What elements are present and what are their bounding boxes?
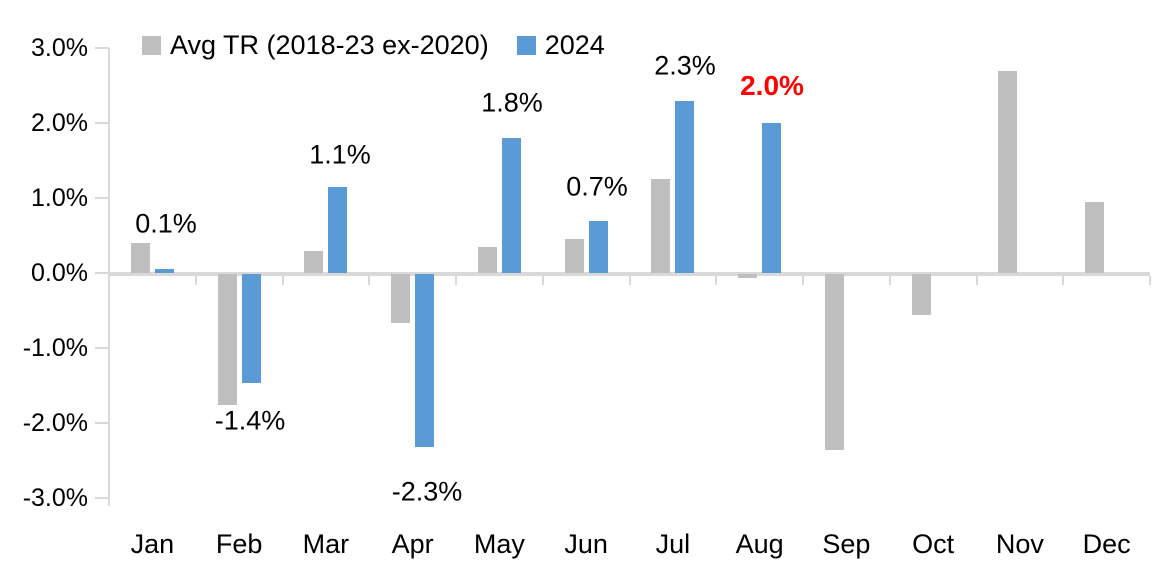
x-tick-mark bbox=[628, 276, 631, 285]
y-tick-mark bbox=[95, 347, 109, 349]
bar-avg-tr-2018-23-ex-2020-dec bbox=[1085, 201, 1105, 273]
x-axis-label-dec: Dec bbox=[1082, 529, 1131, 559]
data-label-jul: 2.3% bbox=[654, 50, 716, 81]
x-axis-label-jan: Jan bbox=[130, 529, 175, 559]
legend-label-avg-tr: Avg TR (2018-23 ex-2020) bbox=[170, 30, 489, 60]
x-axis-label-oct: Oct bbox=[912, 529, 955, 559]
x-axis-label-nov: Nov bbox=[995, 529, 1044, 559]
bar-avg-tr-2018-23-ex-2020-nov bbox=[998, 70, 1018, 273]
legend-swatch-avg-tr-icon bbox=[142, 36, 161, 55]
x-tick-mark bbox=[455, 276, 457, 285]
x-tick-mark bbox=[281, 276, 284, 285]
y-axis-label-3-0: 3.0% bbox=[31, 34, 88, 62]
bar-avg-tr-2018-23-ex-2020-apr bbox=[391, 274, 411, 323]
legend-swatch-2024-icon bbox=[516, 36, 536, 55]
bar-2024-jun bbox=[588, 220, 608, 273]
x-tick-mark bbox=[541, 276, 544, 285]
x-tick-mark bbox=[715, 276, 718, 285]
data-label-apr: -2.3% bbox=[391, 476, 463, 507]
y-axis-label-2-0: -2.0% bbox=[22, 409, 88, 437]
data-label-may: 1.8% bbox=[481, 87, 543, 118]
x-axis-line bbox=[109, 272, 1150, 276]
bar-avg-tr-2018-23-ex-2020-feb bbox=[217, 274, 237, 406]
y-axis-label-1-0: 1.0% bbox=[31, 184, 88, 212]
x-axis-label-mar: Mar bbox=[302, 529, 350, 559]
y-tick-mark bbox=[95, 197, 109, 199]
x-tick-mark bbox=[368, 276, 371, 285]
bar-avg-tr-2018-23-ex-2020-sep bbox=[824, 274, 844, 451]
bar-avg-tr-2018-23-ex-2020-jul bbox=[651, 179, 671, 273]
legend-item-2024: 2024 bbox=[516, 30, 605, 60]
x-axis-label-sep: Sep bbox=[822, 529, 871, 559]
y-tick-mark bbox=[95, 497, 109, 499]
data-label-aug: 2.0% bbox=[740, 70, 804, 101]
x-tick-mark bbox=[108, 276, 110, 285]
data-label-jun: 0.7% bbox=[566, 171, 628, 202]
bar-2024-apr bbox=[415, 274, 435, 447]
bar-2024-jul bbox=[675, 100, 695, 273]
y-axis-label-3-0: -3.0% bbox=[22, 484, 88, 512]
bar-avg-tr-2018-23-ex-2020-oct bbox=[911, 274, 931, 316]
y-axis-label-1-0: -1.0% bbox=[22, 334, 88, 362]
bar-avg-tr-2018-23-ex-2020-jan bbox=[130, 243, 150, 273]
bar-2024-aug bbox=[762, 123, 782, 273]
x-tick-mark bbox=[888, 276, 891, 285]
bar-avg-tr-2018-23-ex-2020-jun bbox=[564, 239, 584, 273]
bar-2024-mar bbox=[328, 186, 348, 273]
y-axis-label-2-0: 2.0% bbox=[31, 109, 88, 137]
y-tick-mark bbox=[95, 47, 109, 49]
data-label-feb: -1.4% bbox=[214, 405, 286, 436]
data-label-mar: 1.1% bbox=[309, 139, 371, 170]
bar-avg-tr-2018-23-ex-2020-may bbox=[477, 246, 497, 273]
x-tick-mark bbox=[1062, 276, 1065, 285]
x-axis-label-feb: Feb bbox=[215, 529, 263, 559]
x-axis-label-jul: Jul bbox=[655, 529, 691, 559]
x-tick-mark bbox=[194, 276, 197, 285]
x-axis-label-apr: Apr bbox=[391, 529, 434, 559]
x-axis-label-jun: Jun bbox=[564, 529, 608, 559]
x-axis-label-aug: Aug bbox=[735, 529, 784, 559]
x-axis-label-may: May bbox=[473, 529, 525, 559]
bar-2024-jan bbox=[154, 269, 174, 273]
legend-item-avg-tr: Avg TR (2018-23 ex-2020) bbox=[142, 32, 489, 59]
y-tick-mark bbox=[95, 122, 109, 124]
bar-avg-tr-2018-23-ex-2020-mar bbox=[304, 250, 324, 273]
y-axis-label-0-0: 0.0% bbox=[31, 259, 88, 287]
x-tick-mark bbox=[802, 276, 804, 285]
legend-label-2024: 2024 bbox=[544, 30, 605, 60]
y-tick-mark bbox=[95, 422, 109, 424]
bar-avg-tr-2018-23-ex-2020-aug bbox=[738, 274, 758, 278]
bar-2024-feb bbox=[241, 274, 261, 383]
x-tick-mark bbox=[1149, 276, 1151, 285]
legend: Avg TR (2018-23 ex-2020) 2024 bbox=[142, 32, 605, 59]
x-tick-mark bbox=[975, 276, 978, 285]
data-label-jan: 0.1% bbox=[135, 208, 197, 239]
bar-2024-may bbox=[501, 138, 521, 273]
y-tick-mark bbox=[95, 272, 109, 274]
